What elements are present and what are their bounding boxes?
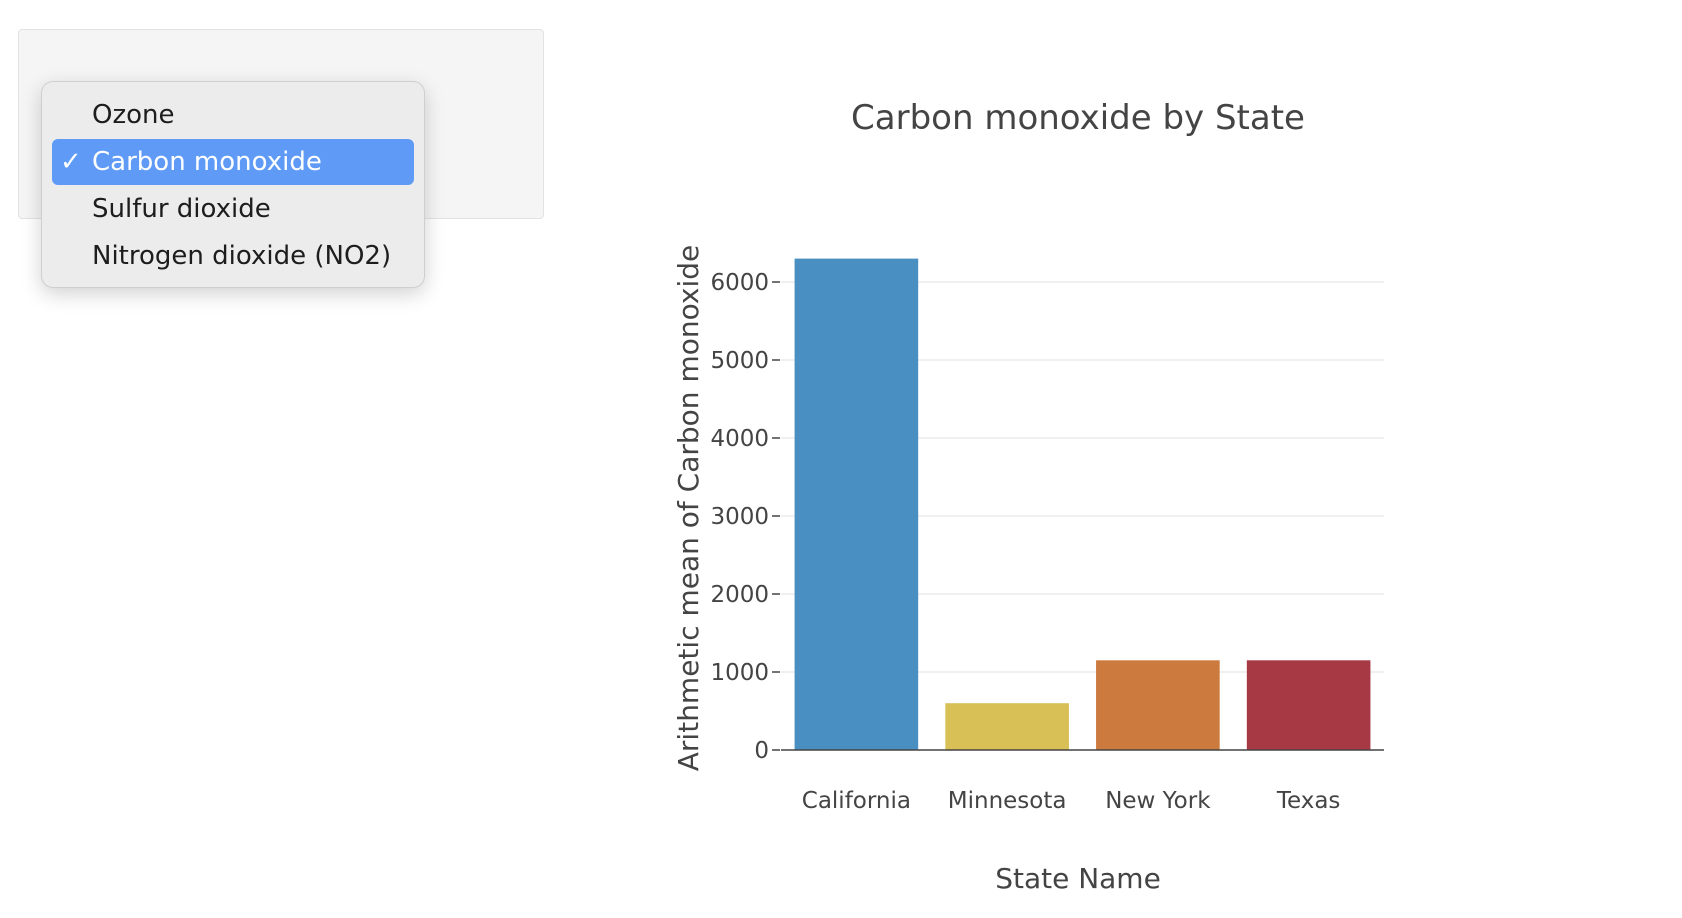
x-axis-title: State Name [995, 862, 1161, 895]
y-tick-label: 5000 [710, 348, 769, 374]
bar-texas[interactable] [1246, 660, 1371, 750]
y-tick-label: 4000 [710, 426, 769, 452]
y-tick-label: 2000 [710, 582, 769, 608]
bar-california[interactable] [794, 258, 919, 750]
x-tick-label: California [802, 788, 911, 814]
menu-item-sulfur-dioxide[interactable]: Sulfur dioxide [52, 186, 414, 232]
axes: 0 1000 2000 3000 4000 5000 6000 California Minne… [710, 270, 1384, 814]
x-tick-label: Texas [1276, 788, 1341, 814]
menu-item-nitrogen-dioxide[interactable]: Nitrogen dioxide (NO2) [52, 233, 414, 279]
menu-item-label: Sulfur dioxide [92, 194, 271, 224]
pollutant-dropdown-menu[interactable]: Ozone ✓ Carbon monoxide Sulfur dioxide N… [41, 81, 425, 288]
y-tick-label: 0 [754, 738, 769, 764]
menu-item-ozone[interactable]: Ozone [52, 92, 414, 138]
menu-item-label: Ozone [92, 100, 175, 130]
checkmark-icon: ✓ [60, 147, 82, 177]
y-axis-title: Arithmetic mean of Carbon monoxide [672, 245, 705, 771]
menu-item-label: Carbon monoxide [92, 147, 322, 177]
menu-item-carbon-monoxide[interactable]: ✓ Carbon monoxide [52, 139, 414, 185]
y-tick-label: 3000 [710, 504, 769, 530]
bars [794, 258, 1371, 750]
bar-new-york[interactable] [1096, 660, 1220, 750]
menu-item-label: Nitrogen dioxide (NO2) [92, 241, 392, 271]
x-tick-label: New York [1105, 788, 1211, 814]
bar-minnesota[interactable] [945, 703, 1069, 750]
y-tick-label: 1000 [710, 660, 769, 686]
chart-title: Carbon monoxide by State [851, 98, 1305, 138]
y-tick-label: 6000 [710, 270, 769, 296]
x-tick-label: Minnesota [948, 788, 1067, 814]
